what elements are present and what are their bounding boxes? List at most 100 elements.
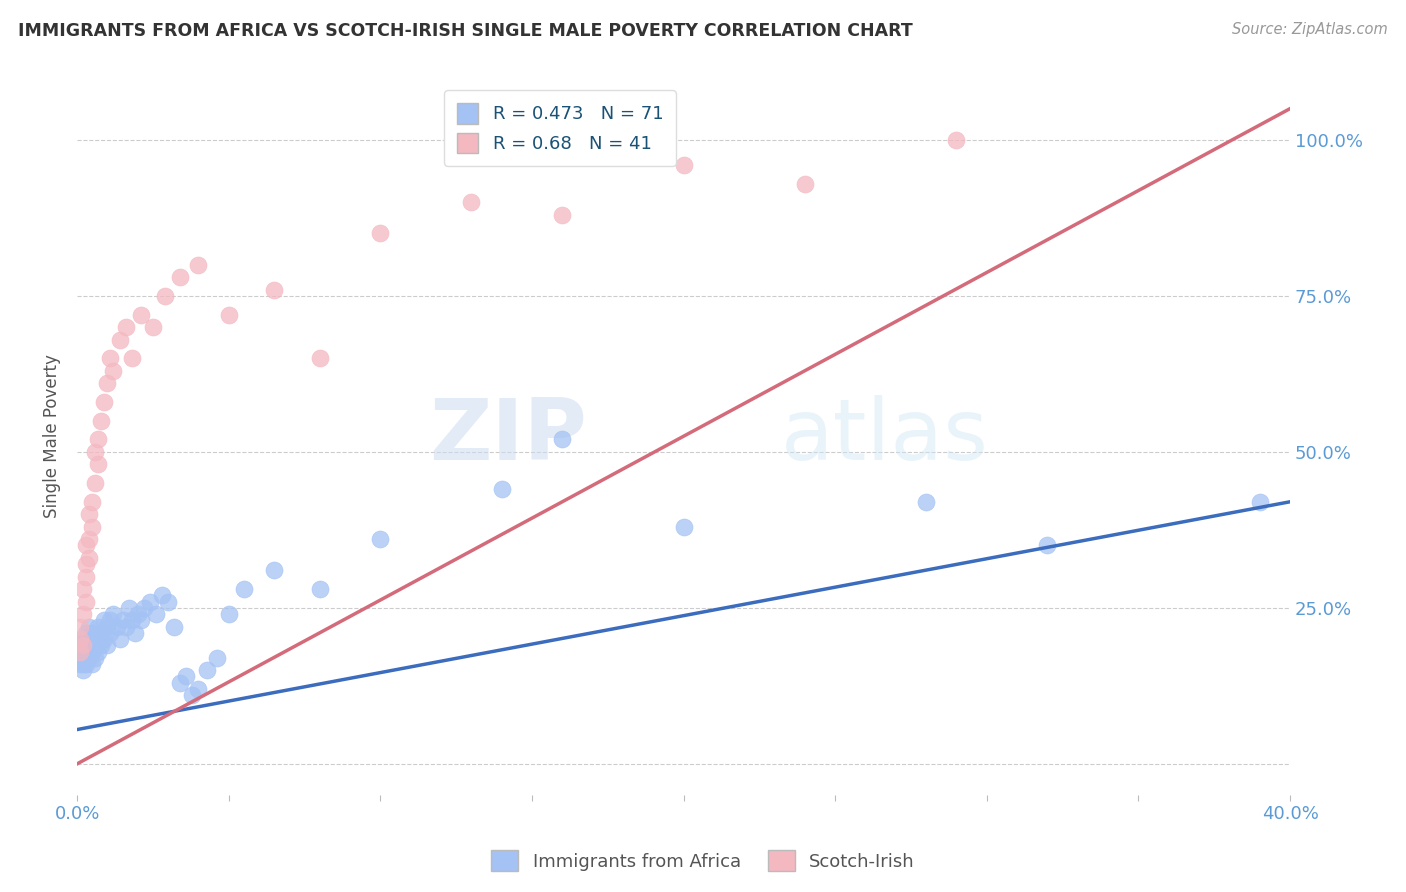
Point — [87, 433, 110, 447]
Point — [82, 644, 104, 658]
Y-axis label: Single Male Poverty: Single Male Poverty — [44, 354, 60, 518]
Point — [108, 333, 131, 347]
Point — [77, 632, 100, 646]
Point — [232, 582, 254, 596]
Point — [75, 644, 97, 658]
Text: IMMIGRANTS FROM AFRICA VS SCOTCH-IRISH SINGLE MALE POVERTY CORRELATION CHART: IMMIGRANTS FROM AFRICA VS SCOTCH-IRISH S… — [18, 22, 912, 40]
Point — [87, 458, 110, 472]
Point — [672, 158, 695, 172]
Text: atlas: atlas — [780, 395, 988, 478]
Point — [1249, 495, 1271, 509]
Point — [672, 520, 695, 534]
Point — [153, 289, 176, 303]
Point — [82, 638, 104, 652]
Point — [945, 133, 967, 147]
Point — [114, 320, 136, 334]
Point — [105, 619, 128, 633]
Point — [263, 283, 285, 297]
Point — [84, 650, 107, 665]
Point — [72, 632, 94, 646]
Point — [218, 308, 240, 322]
Point — [169, 270, 191, 285]
Point — [187, 681, 209, 696]
Point — [84, 638, 107, 652]
Point — [77, 644, 100, 658]
Point — [77, 508, 100, 522]
Point — [1036, 538, 1059, 552]
Point — [90, 625, 112, 640]
Point — [77, 650, 100, 665]
Point — [263, 563, 285, 577]
Point — [157, 594, 180, 608]
Point — [87, 619, 110, 633]
Point — [69, 638, 91, 652]
Point — [370, 533, 392, 547]
Point — [84, 632, 107, 646]
Point — [103, 364, 125, 378]
Point — [187, 258, 209, 272]
Point — [108, 632, 131, 646]
Point — [72, 607, 94, 621]
Point — [75, 650, 97, 665]
Text: ZIP: ZIP — [429, 395, 586, 478]
Point — [75, 594, 97, 608]
Point — [75, 632, 97, 646]
Point — [100, 351, 122, 366]
Point — [370, 227, 392, 241]
Point — [82, 657, 104, 671]
Point — [460, 195, 482, 210]
Point — [82, 495, 104, 509]
Point — [82, 625, 104, 640]
Point — [100, 625, 122, 640]
Point — [121, 613, 143, 627]
Point — [75, 557, 97, 571]
Point — [69, 632, 91, 646]
Point — [84, 445, 107, 459]
Point — [69, 650, 91, 665]
Point — [84, 476, 107, 491]
Point — [69, 644, 91, 658]
Point — [129, 613, 152, 627]
Point — [72, 650, 94, 665]
Point — [93, 632, 115, 646]
Point — [75, 638, 97, 652]
Point — [87, 632, 110, 646]
Point — [132, 600, 155, 615]
Point — [111, 613, 134, 627]
Point — [96, 638, 118, 652]
Legend: Immigrants from Africa, Scotch-Irish: Immigrants from Africa, Scotch-Irish — [484, 843, 922, 879]
Point — [117, 600, 139, 615]
Point — [114, 619, 136, 633]
Point — [308, 351, 330, 366]
Point — [308, 582, 330, 596]
Point — [90, 638, 112, 652]
Point — [72, 638, 94, 652]
Point — [145, 607, 167, 621]
Point — [169, 675, 191, 690]
Point — [72, 657, 94, 671]
Point — [150, 588, 173, 602]
Point — [93, 613, 115, 627]
Point — [551, 433, 574, 447]
Point — [124, 625, 146, 640]
Point — [103, 607, 125, 621]
Point — [96, 619, 118, 633]
Point — [163, 619, 186, 633]
Point — [139, 594, 162, 608]
Point — [75, 657, 97, 671]
Point — [96, 376, 118, 391]
Point — [174, 669, 197, 683]
Point — [87, 644, 110, 658]
Point — [181, 688, 204, 702]
Point — [121, 351, 143, 366]
Point — [915, 495, 938, 509]
Point — [218, 607, 240, 621]
Point — [69, 619, 91, 633]
Point — [793, 177, 815, 191]
Point — [72, 644, 94, 658]
Point — [72, 582, 94, 596]
Point — [75, 625, 97, 640]
Point — [551, 208, 574, 222]
Point — [205, 650, 228, 665]
Point — [69, 644, 91, 658]
